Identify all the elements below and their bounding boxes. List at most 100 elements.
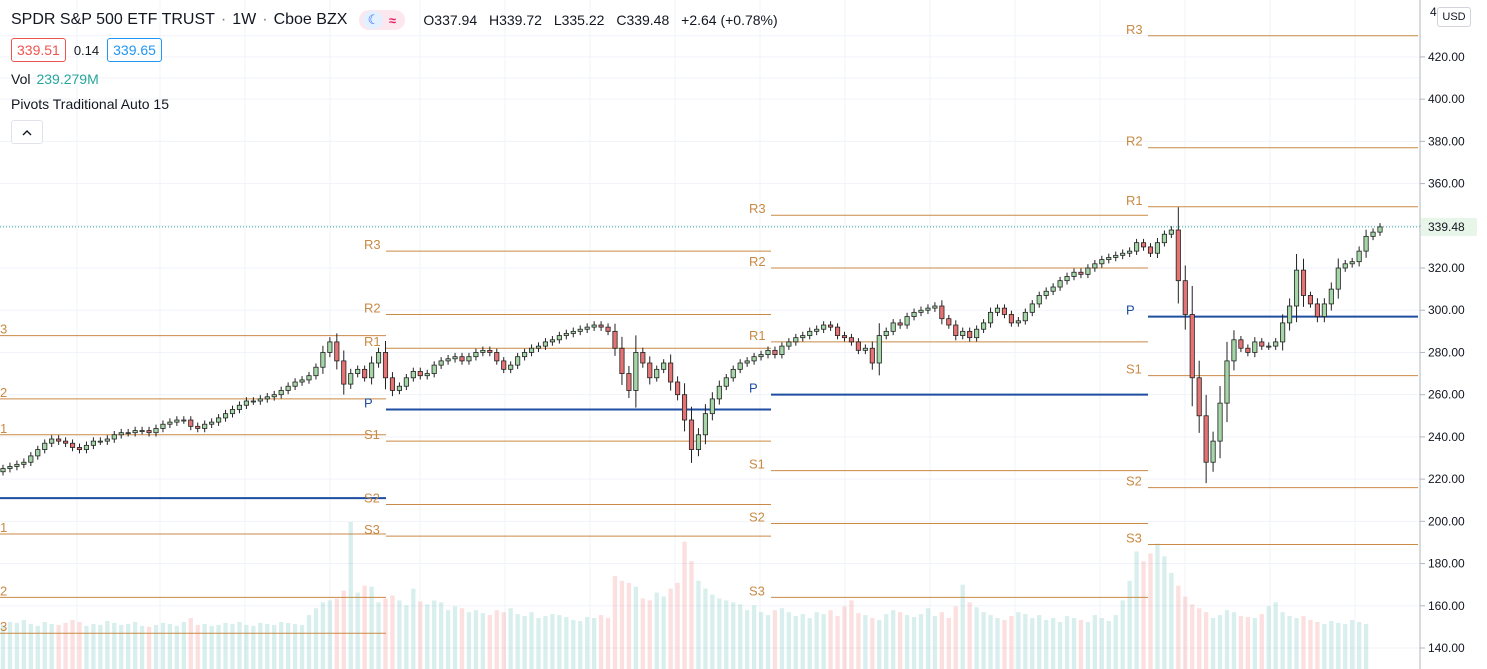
pivots-indicator-label[interactable]: Pivots Traditional Auto 15 (11, 96, 169, 112)
candle-body (779, 345, 785, 355)
price-axis[interactable]: 140.00 160.00 180.00 200.00 220.00 240.00 260.… (1419, 0, 1487, 669)
low-value: L335.22 (553, 12, 605, 28)
volume-bar (411, 588, 416, 669)
candle-body (341, 360, 347, 385)
candle-body (1259, 341, 1265, 347)
interval-label[interactable]: 1W (232, 11, 257, 28)
pivot-label-r3: 3 (0, 322, 7, 337)
candle-body (459, 356, 465, 362)
candle-body (1217, 402, 1223, 442)
ask-price-button[interactable]: 339.65 (107, 38, 162, 62)
candle-body (327, 341, 333, 353)
volume-bar (223, 622, 228, 669)
candle-body (869, 347, 875, 364)
candle-body (111, 434, 117, 440)
pivot-label-r1: 1 (0, 421, 7, 436)
volume-bars (0, 522, 1369, 669)
candle-body (153, 428, 159, 434)
volume-bar (438, 602, 444, 669)
wave-icon[interactable]: ≈ (388, 12, 396, 28)
candle-body (1113, 254, 1119, 258)
volume-bar (1190, 604, 1195, 669)
candle-body (1001, 307, 1008, 315)
candle-body (355, 368, 361, 374)
volume-bar (174, 625, 180, 669)
volume-bar (230, 623, 235, 669)
candle-body (605, 326, 611, 332)
candle-body (848, 337, 855, 343)
volume-bar (981, 612, 986, 669)
volume-bar (1155, 543, 1160, 669)
moon-icon[interactable]: ☾ (363, 11, 384, 29)
candle-body (424, 373, 430, 377)
candle-body (306, 375, 312, 381)
currency-badge[interactable]: USD (1437, 7, 1471, 27)
candle-body (834, 326, 841, 336)
candle-body (793, 337, 799, 343)
candle-body (452, 356, 458, 360)
volume-bar (487, 615, 492, 669)
volume-bar (91, 623, 96, 669)
candle-body (118, 432, 124, 436)
volume-bar (1120, 600, 1125, 669)
candle-body (167, 421, 173, 425)
volume-bar (425, 604, 430, 669)
chevron-up-icon (22, 129, 32, 135)
volume-bar (237, 621, 242, 669)
candles[interactable] (0, 207, 1383, 484)
volume-bar (849, 600, 854, 669)
candle-body (417, 371, 423, 377)
quote-row: 339.51 0.14 339.65 (11, 38, 786, 62)
candle-body (598, 324, 604, 328)
candle-body (7, 466, 13, 469)
candle-body (49, 438, 55, 444)
open-value: O337.94 (423, 12, 478, 28)
price-axis-label-partial: 4 (1430, 5, 1437, 19)
volume-bar (974, 607, 979, 669)
candle-body (1266, 345, 1272, 348)
candle-body (229, 409, 236, 415)
volume-bar (668, 588, 673, 669)
volume-bar (1078, 620, 1084, 669)
candle-body (76, 447, 83, 450)
symbol-name[interactable]: SPDR S&P 500 ETF TRUST (11, 11, 215, 28)
candle-body (466, 356, 472, 362)
pivot-label-s1: S1 (1126, 362, 1142, 377)
candle-body (1287, 305, 1293, 324)
volume-bar (299, 624, 305, 669)
market-status-pill[interactable]: ☾ ≈ (359, 10, 406, 30)
volume-bar (1176, 585, 1181, 669)
candle-body (299, 379, 305, 383)
volume-bar (327, 600, 333, 669)
volume-bar (744, 610, 750, 669)
candle-body (132, 430, 138, 434)
volume-bar (112, 622, 117, 669)
volume-bar (1141, 561, 1146, 669)
candle-body (570, 330, 576, 334)
volume-legend[interactable]: Vol 239.279M (11, 71, 786, 87)
collapse-legend-button[interactable] (11, 120, 43, 144)
volume-bar (932, 616, 938, 669)
candle-body (640, 352, 646, 364)
candle-body (841, 335, 848, 339)
candle-body (243, 400, 249, 406)
bid-price-button[interactable]: 339.51 (11, 38, 66, 62)
volume-bar (918, 614, 924, 669)
candle-body (334, 341, 340, 362)
candle-body (1175, 229, 1181, 282)
volume-bar (119, 624, 124, 669)
candle-body (709, 398, 715, 415)
volume-bar (967, 602, 972, 669)
candle-body (501, 360, 507, 370)
volume-bar (404, 605, 409, 669)
candle-body (828, 324, 834, 328)
candle-body (1189, 314, 1195, 379)
candle-body (1231, 339, 1237, 362)
price-axis-label: 260.00 (1428, 388, 1465, 402)
volume-bar (605, 618, 611, 669)
volume-bar (1308, 620, 1313, 669)
pivot-levels: 3 2 1 1 2 3 R3 R2 R1 P S1 S2 S3 R3 R2 R1 P S1 S2 S3 R3 R2 R1 P S… (0, 22, 1418, 634)
volume-bar (279, 621, 284, 669)
volume-bar (1023, 614, 1028, 669)
